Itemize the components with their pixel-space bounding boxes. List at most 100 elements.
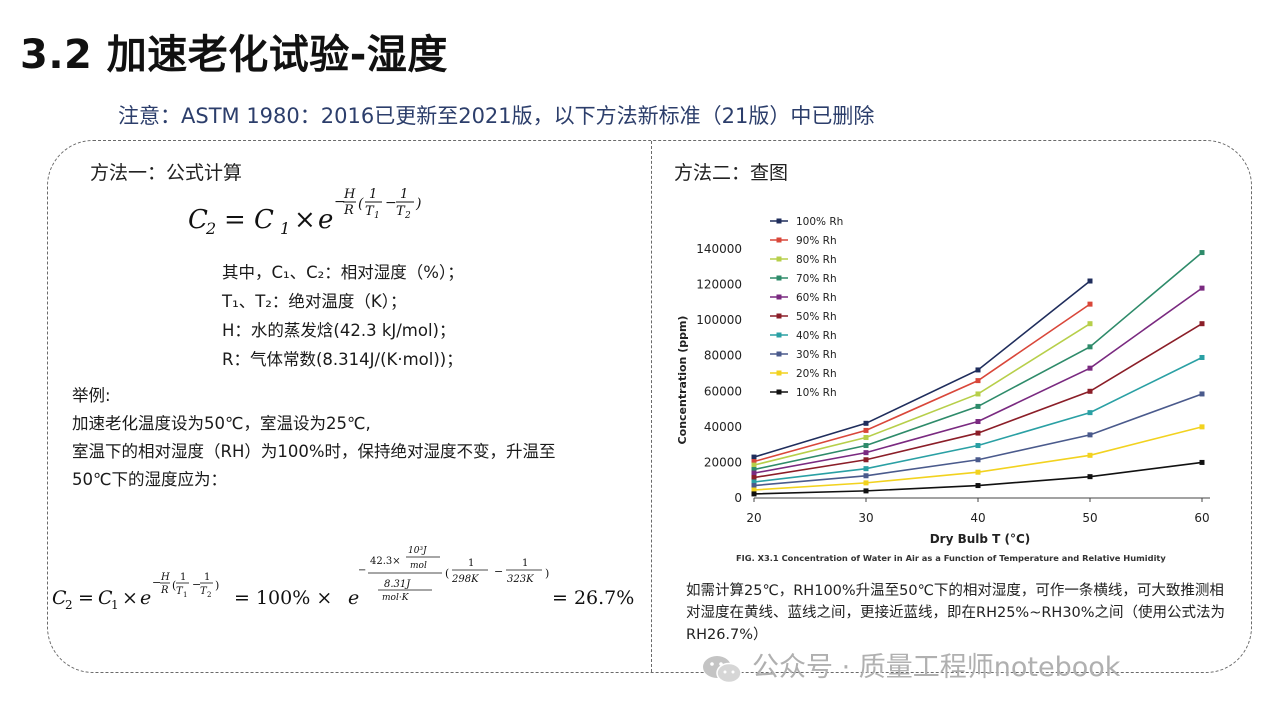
y-tick-label: 0 [734, 491, 742, 505]
svg-text:−: − [385, 195, 397, 211]
arrhenius-formula: C 2 = C 1 × e − H R ( 1 T 1 − 1 T 2 ) [188, 184, 448, 251]
svg-text:(: ( [172, 579, 176, 592]
svg-text:−: − [494, 565, 503, 578]
data-point [975, 430, 981, 436]
svg-text:2: 2 [205, 219, 216, 238]
data-point [975, 443, 981, 449]
data-point [1199, 459, 1205, 465]
humidity-concentration-chart: 20 30 40 50 60 0 20000 40000 60000 80000 100000 120… [676, 216, 1210, 563]
watermark: 公众号 · 质量工程师notebook [752, 652, 1121, 683]
svg-text:1: 1 [204, 572, 210, 583]
example-line: 50℃下的湿度应为： [72, 470, 228, 489]
legend-label: 10% Rh [796, 387, 837, 399]
legend-marker [776, 237, 782, 243]
data-point [863, 473, 869, 479]
legend-marker [776, 332, 782, 338]
svg-text:T: T [200, 586, 208, 597]
data-point [751, 462, 757, 468]
data-point [975, 367, 981, 373]
data-point [975, 457, 981, 463]
svg-text:e: e [140, 587, 151, 609]
data-point [863, 443, 869, 449]
method2-note: 如需计算25℃，RH100%升温至50℃下的相对湿度，可作一条横线，可大致推测相… [686, 583, 1226, 643]
data-point [751, 454, 757, 460]
example-block: 举例: 加速老化温度设为50℃，室温设为25℃, 室温下的相对湿度（RH）为10… [72, 382, 556, 494]
series-line [753, 303, 1091, 463]
svg-text:1: 1 [522, 558, 528, 569]
data-point [863, 466, 869, 472]
svg-text:1: 1 [111, 598, 119, 612]
variable-definitions: 其中，C₁、C₂：相对湿度（%）； T₁、T₂：绝对温度（K）； H：水的蒸发焓… [222, 258, 464, 374]
svg-text:2: 2 [404, 211, 411, 221]
legend-label: 90% Rh [796, 235, 837, 247]
method1-heading: 方法一：公式计算 [90, 162, 243, 184]
data-point [1087, 388, 1093, 394]
y-axis-label: Concentration (ppm) [676, 316, 689, 445]
page-title: 3.2 加速老化试验-湿度 [20, 32, 448, 78]
chart-legend: 100% Rh 90% Rh 80% Rh 70% Rh 60% Rh 50% Rh 40%… [770, 216, 843, 399]
svg-text:323K: 323K [507, 574, 534, 585]
svg-text:×: × [294, 205, 316, 235]
legend-marker [776, 389, 782, 395]
legend-label: 80% Rh [796, 254, 837, 266]
svg-text:(: ( [358, 196, 364, 212]
series-line [753, 323, 1091, 466]
data-point [751, 467, 757, 473]
data-point [863, 420, 869, 426]
svg-text:42.3×: 42.3× [370, 556, 401, 567]
svg-text:): ) [215, 579, 219, 592]
svg-text:1: 1 [183, 591, 187, 599]
data-point [751, 479, 757, 485]
legend-label: 40% Rh [796, 330, 837, 342]
wechat-icon [703, 656, 742, 684]
svg-text:T: T [365, 204, 375, 219]
chart-series-lines [751, 250, 1205, 497]
data-point [1199, 285, 1205, 291]
legend-marker [776, 275, 782, 281]
svg-text:T: T [176, 586, 184, 597]
data-point [975, 483, 981, 489]
x-axis-label: Dry Bulb T (°C) [930, 532, 1031, 546]
legend-label: 20% Rh [796, 368, 837, 380]
svg-text:R: R [160, 585, 169, 596]
legend-marker [776, 256, 782, 262]
legend-label: 60% Rh [796, 292, 837, 304]
worked-example-formula: C 2 = C 1 × e − H R ( 1 T 1 − 1 T 2 ) = … [52, 546, 634, 612]
data-point [1087, 365, 1093, 371]
x-tick-label: 30 [858, 511, 873, 525]
data-point [1199, 321, 1205, 327]
definition-line: R：气体常数(8.314J/(K·mol))； [222, 350, 463, 369]
data-point [975, 469, 981, 475]
legend-marker [776, 370, 782, 376]
legend-label: 30% Rh [796, 349, 837, 361]
svg-text:298K: 298K [451, 574, 479, 585]
svg-text:): ) [415, 196, 421, 212]
data-point [1199, 250, 1205, 256]
legend-label: 50% Rh [796, 311, 837, 323]
data-point [1087, 474, 1093, 480]
data-point [751, 483, 757, 489]
y-tick-label: 40000 [704, 420, 742, 434]
svg-text:10³J: 10³J [408, 546, 428, 556]
x-tick-label: 20 [746, 511, 761, 525]
example-label: 举例: [72, 386, 111, 405]
data-point [751, 459, 757, 465]
legend-marker [776, 294, 782, 300]
svg-text:8.31J: 8.31J [384, 579, 411, 590]
definition-line: H：水的蒸发焓(42.3 kJ/mol)； [222, 321, 456, 340]
data-point [751, 470, 757, 476]
notice-text: 注意：ASTM 1980：2016已更新至2021版，以下方法新标准（21版）中… [118, 104, 875, 128]
svg-text:1: 1 [280, 219, 290, 238]
y-tick-label: 20000 [704, 455, 742, 469]
data-point [1087, 321, 1093, 327]
svg-text:−: − [334, 194, 346, 210]
svg-text:−: − [192, 578, 201, 591]
svg-text:T: T [396, 204, 406, 219]
svg-text:1: 1 [374, 211, 380, 221]
data-point [975, 419, 981, 425]
y-tick-label: 60000 [704, 384, 742, 398]
svg-text:= C: = C [224, 205, 274, 235]
svg-text:): ) [545, 567, 549, 580]
data-point [751, 491, 757, 497]
definition-line: 其中，C₁、C₂：相对湿度（%）； [222, 263, 464, 282]
